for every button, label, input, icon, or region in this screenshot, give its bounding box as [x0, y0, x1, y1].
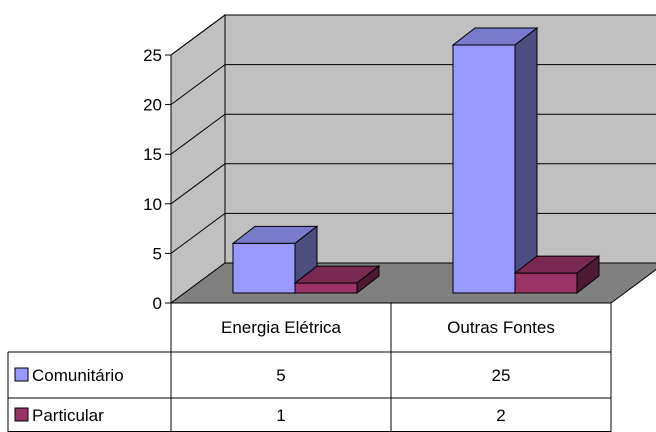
y-tick-label: 10 [143, 195, 162, 214]
legend-swatch [14, 407, 29, 422]
bar-side [514, 26, 538, 295]
bar-front [294, 282, 358, 294]
y-tick-label: 15 [143, 145, 162, 164]
table-value: 25 [492, 366, 511, 385]
bar-particular-1 [513, 255, 601, 295]
bar-front [232, 242, 296, 294]
y-tick-label: 5 [153, 244, 162, 263]
table-value: 1 [276, 406, 285, 425]
bar-front [452, 44, 516, 294]
bar-particular-0 [293, 265, 381, 295]
legend-swatch [14, 367, 29, 382]
category-label: Energia Elétrica [221, 318, 342, 337]
bar-comunitário-0 [231, 225, 319, 295]
side-wall [170, 14, 226, 304]
bar-comunitário-1 [451, 26, 539, 295]
table-value: 2 [496, 406, 505, 425]
y-tick-label: 20 [143, 96, 162, 115]
gridline [170, 14, 656, 56]
y-tick-label: 0 [153, 294, 162, 313]
category-label: Outras Fontes [447, 318, 555, 337]
bar-front [514, 272, 578, 294]
legend-label: Comunitário [32, 366, 124, 385]
y-tick-label: 25 [143, 46, 162, 65]
legend-label: Particular [32, 406, 104, 425]
table-value: 5 [276, 366, 285, 385]
back-wall [224, 14, 656, 264]
